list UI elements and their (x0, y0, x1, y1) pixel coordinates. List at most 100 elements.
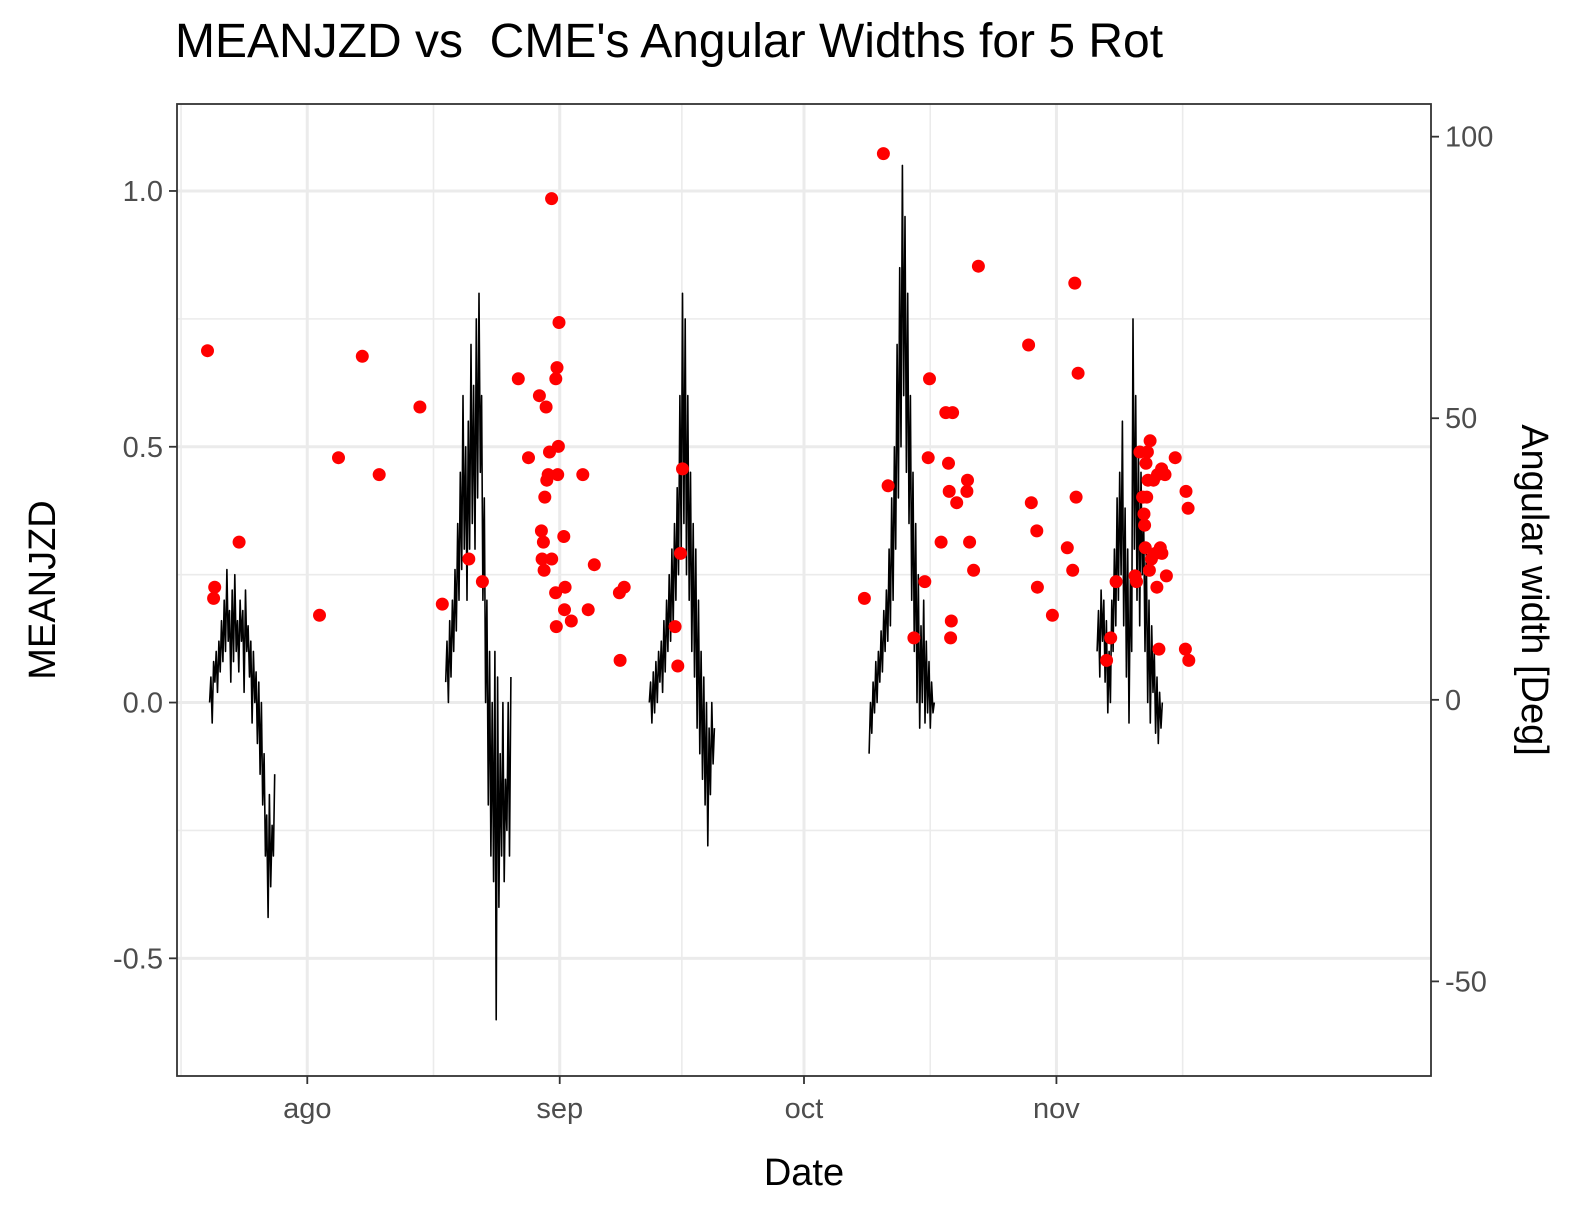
cme-width-point (942, 484, 956, 498)
cme-width-point (1155, 546, 1169, 560)
cme-width-point (1168, 451, 1182, 465)
y-tick-label: -0.5 (113, 943, 163, 975)
cme-width-point (201, 344, 214, 358)
cme-width-point (552, 316, 566, 329)
cme-width-point (539, 400, 553, 414)
cme-width-point (576, 468, 590, 482)
cme-width-point (511, 372, 525, 386)
cme-width-point (1024, 496, 1038, 510)
cme-width-point (532, 389, 546, 403)
cme-width-point (549, 372, 563, 386)
cme-width-point (313, 608, 326, 622)
cme-width-point (522, 451, 535, 465)
x-tick-label: oct (785, 1093, 824, 1125)
cme-width-point (558, 580, 572, 594)
cme-width-point (1100, 653, 1114, 667)
cme-width-point (944, 614, 958, 628)
cme-width-point (617, 580, 631, 594)
cme-width-point (550, 361, 564, 375)
cme-width-point (1071, 366, 1085, 380)
cme-width-point (1142, 563, 1156, 577)
cme-width-point (1138, 541, 1152, 555)
cme-width-point (1139, 456, 1153, 470)
meanjzd-line-segment (648, 292, 716, 847)
axes: -0.5 0.0 0.5 1.0 -50 0 50 100 ago sep oct nov (113, 122, 1493, 1125)
cme-width-point (1137, 507, 1151, 521)
cme-width-point (1179, 484, 1193, 498)
cme-width-point (536, 535, 550, 549)
cme-width-point (549, 620, 563, 634)
cme-width-point (1069, 490, 1083, 504)
x-tick-label: sep (536, 1093, 583, 1125)
cme-width-point (1158, 468, 1172, 482)
meanjzd-line-segment (868, 164, 936, 754)
cme-width-point (1030, 580, 1044, 594)
cme-width-point (1138, 518, 1152, 532)
cme-width-point (1130, 575, 1143, 589)
cme-width-point (332, 451, 345, 465)
cme-width-point (961, 473, 974, 487)
cme-width-point (944, 631, 958, 645)
cme-width-point (946, 406, 960, 420)
meanjzd-line-segment (208, 568, 276, 919)
cme-width-point (613, 653, 627, 667)
cme-width-point (372, 468, 386, 482)
cme-width-point (674, 546, 687, 560)
y2-tick-label: 0 (1445, 685, 1461, 717)
cme-width-point (587, 558, 601, 572)
cme-width-point (538, 490, 552, 504)
x-tick-label: ago (283, 1093, 331, 1125)
cme-width-point (475, 575, 489, 589)
cme-width-point (1143, 434, 1157, 448)
cme-width-point (950, 496, 964, 510)
y2-tick-label: 50 (1445, 403, 1477, 435)
cme-width-point (534, 524, 548, 538)
cme-width-point (921, 451, 935, 465)
cme-width-point (208, 580, 222, 594)
chart-title: MEANJZD vs CME's Angular Widths for 5 Ro… (175, 15, 1164, 68)
cme-width-point (435, 597, 449, 611)
cme-width-point (537, 563, 551, 577)
cme-width-point (413, 400, 427, 414)
x-tick-label: nov (1033, 1093, 1080, 1125)
cme-width-point (1181, 501, 1195, 515)
cme-width-point (549, 586, 563, 600)
cme-width-point (1068, 276, 1082, 290)
cme-width-point (564, 614, 578, 628)
meanjzd-line-segment (1096, 318, 1164, 745)
cme-width-point (1178, 642, 1192, 656)
cme-width-point (558, 603, 571, 617)
cme-width-point (907, 631, 921, 645)
cme-width-point (923, 372, 936, 386)
cme-width-point (1150, 580, 1164, 594)
plot-data (201, 147, 1196, 1021)
y-tick-label: 0.0 (123, 688, 163, 720)
cme-width-point (1022, 338, 1036, 352)
cme-width-point (918, 575, 932, 589)
cme-width-point (668, 620, 682, 634)
cme-width-point (541, 468, 555, 482)
y-tick-label: 1.0 (123, 176, 163, 208)
cme-width-point (1104, 631, 1118, 645)
cme-width-point (1152, 642, 1166, 656)
cme-width-point (963, 535, 977, 549)
cme-width-point (1045, 608, 1059, 622)
cme-width-point (557, 530, 571, 543)
cme-width-point (671, 659, 685, 673)
cme-width-point (857, 591, 871, 605)
cme-width-point (967, 563, 981, 577)
grid (177, 104, 1431, 1076)
cme-width-point (960, 484, 974, 498)
cme-width-point (355, 349, 369, 363)
cme-width-point (207, 591, 221, 605)
cme-width-point (934, 535, 948, 549)
cme-width-point (462, 552, 476, 566)
y-axis-title: MEANJZD (22, 500, 64, 679)
cme-width-point (1159, 569, 1173, 583)
cme-width-point (551, 468, 565, 482)
cme-width-point (1109, 575, 1123, 589)
cme-width-point (1182, 653, 1196, 667)
cme-width-point (535, 552, 549, 566)
y-tick-label: 0.5 (123, 432, 163, 464)
